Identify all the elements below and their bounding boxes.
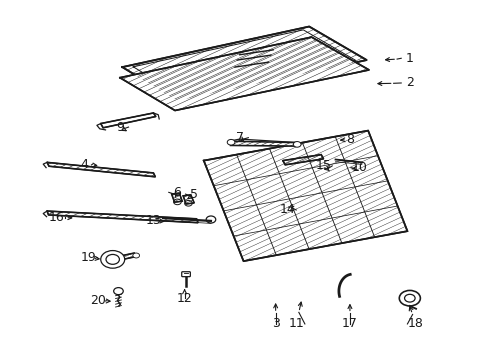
Polygon shape [183, 195, 194, 204]
Polygon shape [112, 253, 136, 261]
Text: 19: 19 [81, 251, 97, 264]
Circle shape [133, 253, 139, 258]
Text: 4: 4 [80, 158, 88, 171]
Circle shape [101, 251, 124, 268]
Text: 13: 13 [145, 214, 161, 227]
Text: 8: 8 [345, 133, 353, 146]
Circle shape [399, 291, 420, 306]
Text: 18: 18 [407, 318, 423, 330]
Circle shape [293, 141, 301, 147]
Text: 2: 2 [405, 76, 413, 90]
Text: 12: 12 [176, 292, 192, 305]
Text: 17: 17 [341, 318, 357, 330]
Polygon shape [203, 131, 407, 261]
Text: 20: 20 [90, 294, 106, 307]
Polygon shape [230, 141, 299, 146]
Text: 7: 7 [235, 131, 243, 144]
Text: 11: 11 [288, 318, 304, 330]
Polygon shape [120, 37, 368, 111]
Text: 14: 14 [279, 203, 295, 216]
Text: 1: 1 [405, 52, 413, 65]
Polygon shape [171, 193, 182, 202]
Circle shape [227, 139, 234, 145]
Polygon shape [47, 162, 155, 177]
Text: 15: 15 [315, 159, 331, 172]
Polygon shape [282, 154, 323, 165]
Text: 10: 10 [351, 161, 366, 174]
Polygon shape [122, 27, 366, 100]
Text: 5: 5 [190, 188, 198, 201]
Text: 3: 3 [271, 318, 279, 330]
Circle shape [113, 288, 123, 294]
Polygon shape [101, 113, 156, 128]
Polygon shape [47, 211, 198, 223]
FancyBboxPatch shape [182, 272, 190, 277]
Text: 16: 16 [49, 211, 64, 224]
Text: 9: 9 [116, 121, 123, 134]
Text: 6: 6 [173, 186, 181, 199]
